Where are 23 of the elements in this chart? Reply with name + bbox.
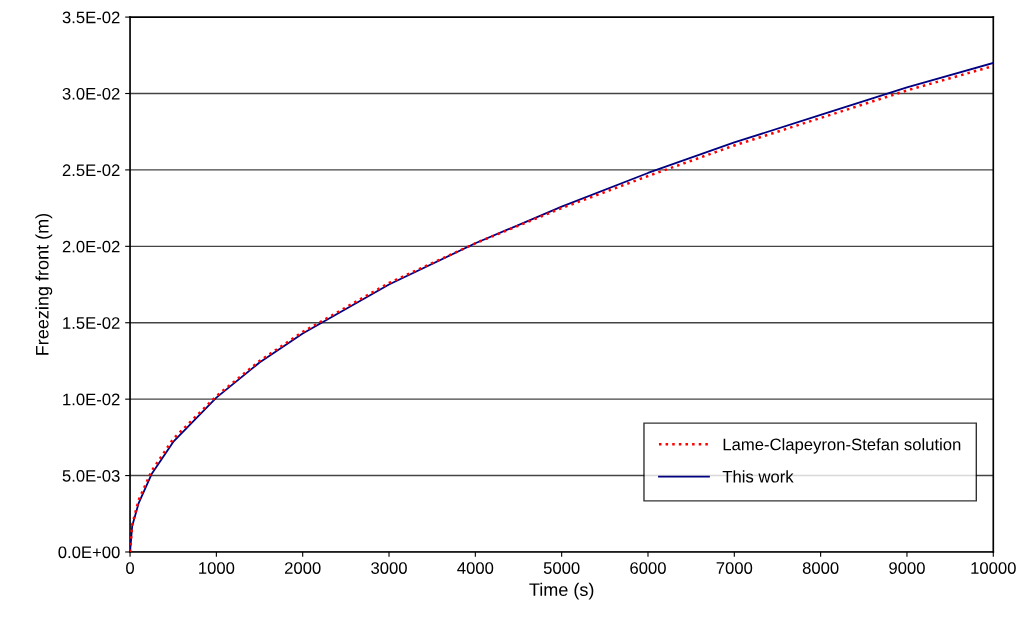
x-tick-label: 3000 [371, 562, 407, 574]
y-tick-label: 0.0E+00 [58, 546, 120, 559]
x-tick-label: 9000 [889, 562, 925, 574]
x-tick-label: 7000 [716, 562, 753, 574]
legend-label: Lame-Clapeyron-Stefan solution [723, 438, 961, 454]
y-tick-label: 3.0E-02 [62, 87, 120, 100]
y-tick-label: 2.0E-02 [62, 240, 120, 253]
y-tick-label: 1.5E-02 [63, 317, 120, 329]
y-tick-label: 1.0E-02 [63, 393, 120, 406]
x-tick-label: 10000 [971, 562, 1016, 574]
x-tick-label: 8000 [802, 562, 839, 574]
y-tick-label: 3.5E-02 [62, 11, 120, 24]
y-tick-label: 2.5E-02 [62, 164, 120, 177]
x-tick-label: 5000 [543, 562, 580, 574]
y-axis-title: Freezing front (m) [35, 213, 53, 355]
y-tick-label: 5.0E-03 [62, 469, 120, 482]
x-axis-title: Time (s) [529, 582, 594, 600]
x-tick-label: 2000 [285, 562, 321, 574]
x-tick-label: 4000 [457, 562, 494, 574]
x-tick-label: 1000 [199, 562, 235, 574]
x-tick-label: 0 [126, 562, 135, 574]
x-tick-label: 6000 [630, 562, 666, 574]
legend-label: This work [722, 470, 794, 483]
